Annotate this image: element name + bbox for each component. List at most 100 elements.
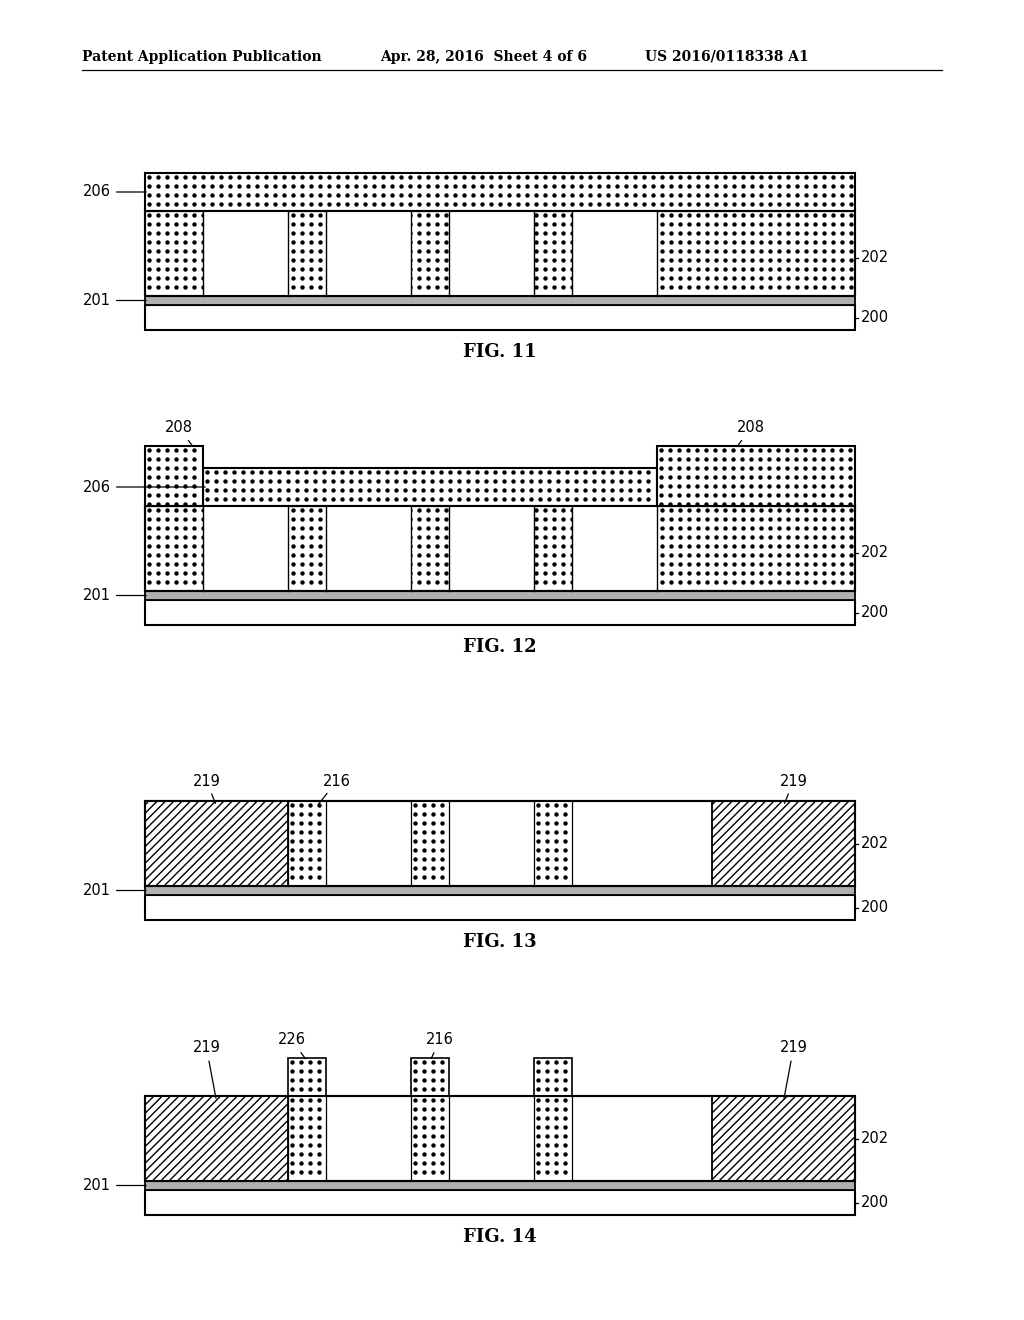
Circle shape [346, 286, 349, 289]
Circle shape [499, 223, 502, 226]
Circle shape [660, 467, 663, 470]
Circle shape [598, 203, 601, 206]
Circle shape [759, 458, 762, 461]
Circle shape [787, 232, 790, 235]
Circle shape [472, 564, 475, 566]
Circle shape [418, 277, 421, 280]
Circle shape [346, 581, 349, 583]
Circle shape [787, 185, 790, 187]
Circle shape [778, 203, 781, 206]
Circle shape [481, 194, 484, 197]
Circle shape [238, 536, 241, 539]
Circle shape [274, 194, 278, 197]
Circle shape [544, 223, 547, 226]
Circle shape [850, 249, 853, 253]
Circle shape [662, 242, 664, 244]
Circle shape [494, 471, 497, 474]
Circle shape [777, 484, 780, 488]
Circle shape [652, 286, 655, 289]
Circle shape [670, 564, 673, 566]
Circle shape [546, 1078, 549, 1082]
Circle shape [319, 277, 322, 280]
Circle shape [323, 498, 326, 502]
Circle shape [759, 503, 762, 506]
Circle shape [409, 268, 412, 271]
Circle shape [247, 259, 250, 261]
Circle shape [625, 232, 628, 235]
Circle shape [148, 467, 151, 470]
Text: 200: 200 [861, 605, 889, 620]
Circle shape [499, 214, 502, 216]
Circle shape [687, 503, 690, 506]
Circle shape [391, 536, 394, 539]
Circle shape [382, 194, 385, 197]
Circle shape [265, 176, 268, 180]
Bar [712, 801, 855, 886]
Circle shape [224, 471, 227, 474]
Circle shape [449, 488, 452, 492]
Circle shape [823, 277, 826, 280]
Circle shape [571, 536, 574, 539]
Circle shape [742, 554, 745, 557]
Circle shape [697, 203, 700, 206]
Circle shape [499, 203, 502, 206]
Circle shape [562, 259, 565, 261]
Circle shape [769, 268, 772, 271]
Circle shape [598, 527, 601, 531]
Circle shape [796, 242, 799, 244]
Circle shape [175, 494, 178, 498]
Circle shape [625, 527, 628, 531]
Circle shape [768, 467, 771, 470]
Circle shape [265, 249, 268, 253]
Circle shape [409, 564, 412, 566]
Circle shape [517, 545, 520, 548]
Circle shape [184, 467, 187, 470]
Circle shape [724, 554, 727, 557]
Circle shape [193, 581, 196, 583]
Circle shape [481, 232, 484, 235]
Circle shape [166, 527, 169, 531]
Circle shape [413, 480, 416, 483]
Circle shape [309, 1078, 312, 1082]
Circle shape [575, 488, 578, 492]
Circle shape [355, 223, 358, 226]
Circle shape [485, 488, 488, 492]
Circle shape [166, 249, 169, 253]
Circle shape [652, 536, 655, 539]
Circle shape [769, 242, 772, 244]
Circle shape [831, 572, 835, 576]
Circle shape [546, 1152, 549, 1156]
Circle shape [778, 277, 781, 280]
Circle shape [564, 876, 567, 879]
Circle shape [688, 510, 691, 512]
Circle shape [787, 203, 790, 206]
Circle shape [662, 581, 664, 583]
Circle shape [555, 813, 558, 816]
Circle shape [301, 249, 304, 253]
Circle shape [662, 517, 664, 521]
Circle shape [715, 203, 718, 206]
Circle shape [377, 471, 380, 474]
Circle shape [660, 458, 663, 461]
Circle shape [309, 1152, 312, 1156]
Circle shape [751, 203, 754, 206]
Circle shape [274, 527, 278, 531]
Circle shape [391, 554, 394, 557]
Circle shape [305, 498, 308, 502]
Circle shape [517, 223, 520, 226]
Circle shape [589, 249, 592, 253]
Circle shape [768, 503, 771, 506]
Circle shape [382, 510, 385, 512]
Circle shape [503, 488, 506, 492]
Circle shape [732, 467, 735, 470]
Circle shape [283, 572, 286, 576]
Bar [572, 506, 657, 591]
Circle shape [662, 223, 664, 226]
Circle shape [696, 467, 699, 470]
Circle shape [184, 581, 187, 583]
Circle shape [503, 498, 506, 502]
Circle shape [391, 268, 394, 271]
Circle shape [535, 249, 538, 253]
Circle shape [382, 581, 385, 583]
Circle shape [318, 867, 321, 870]
